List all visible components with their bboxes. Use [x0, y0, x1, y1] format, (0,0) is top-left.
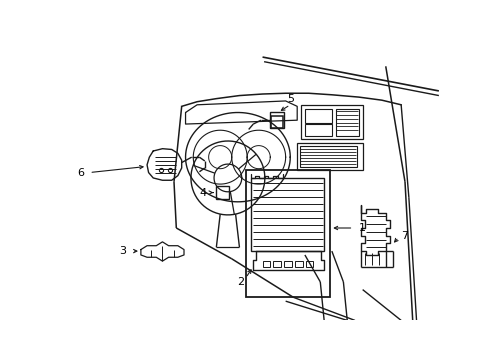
Text: 2: 2 — [237, 277, 244, 287]
Bar — [270, 112, 284, 128]
Bar — [284, 261, 291, 267]
Bar — [297, 143, 362, 170]
Bar — [301, 105, 362, 139]
Text: 5: 5 — [286, 94, 293, 104]
Text: 1: 1 — [358, 223, 366, 233]
Text: 7: 7 — [401, 231, 408, 241]
Bar — [299, 147, 357, 167]
Text: 3: 3 — [119, 246, 125, 256]
Bar — [305, 124, 331, 136]
Bar — [305, 109, 331, 122]
Bar — [262, 261, 270, 267]
Bar — [273, 261, 281, 267]
Bar — [250, 178, 324, 251]
Bar — [305, 261, 313, 267]
Bar — [335, 109, 358, 136]
Bar — [270, 116, 282, 128]
Bar — [245, 170, 329, 297]
Bar — [216, 186, 228, 199]
Text: 4: 4 — [199, 188, 206, 198]
Bar — [294, 261, 302, 267]
Text: 6: 6 — [77, 167, 84, 177]
